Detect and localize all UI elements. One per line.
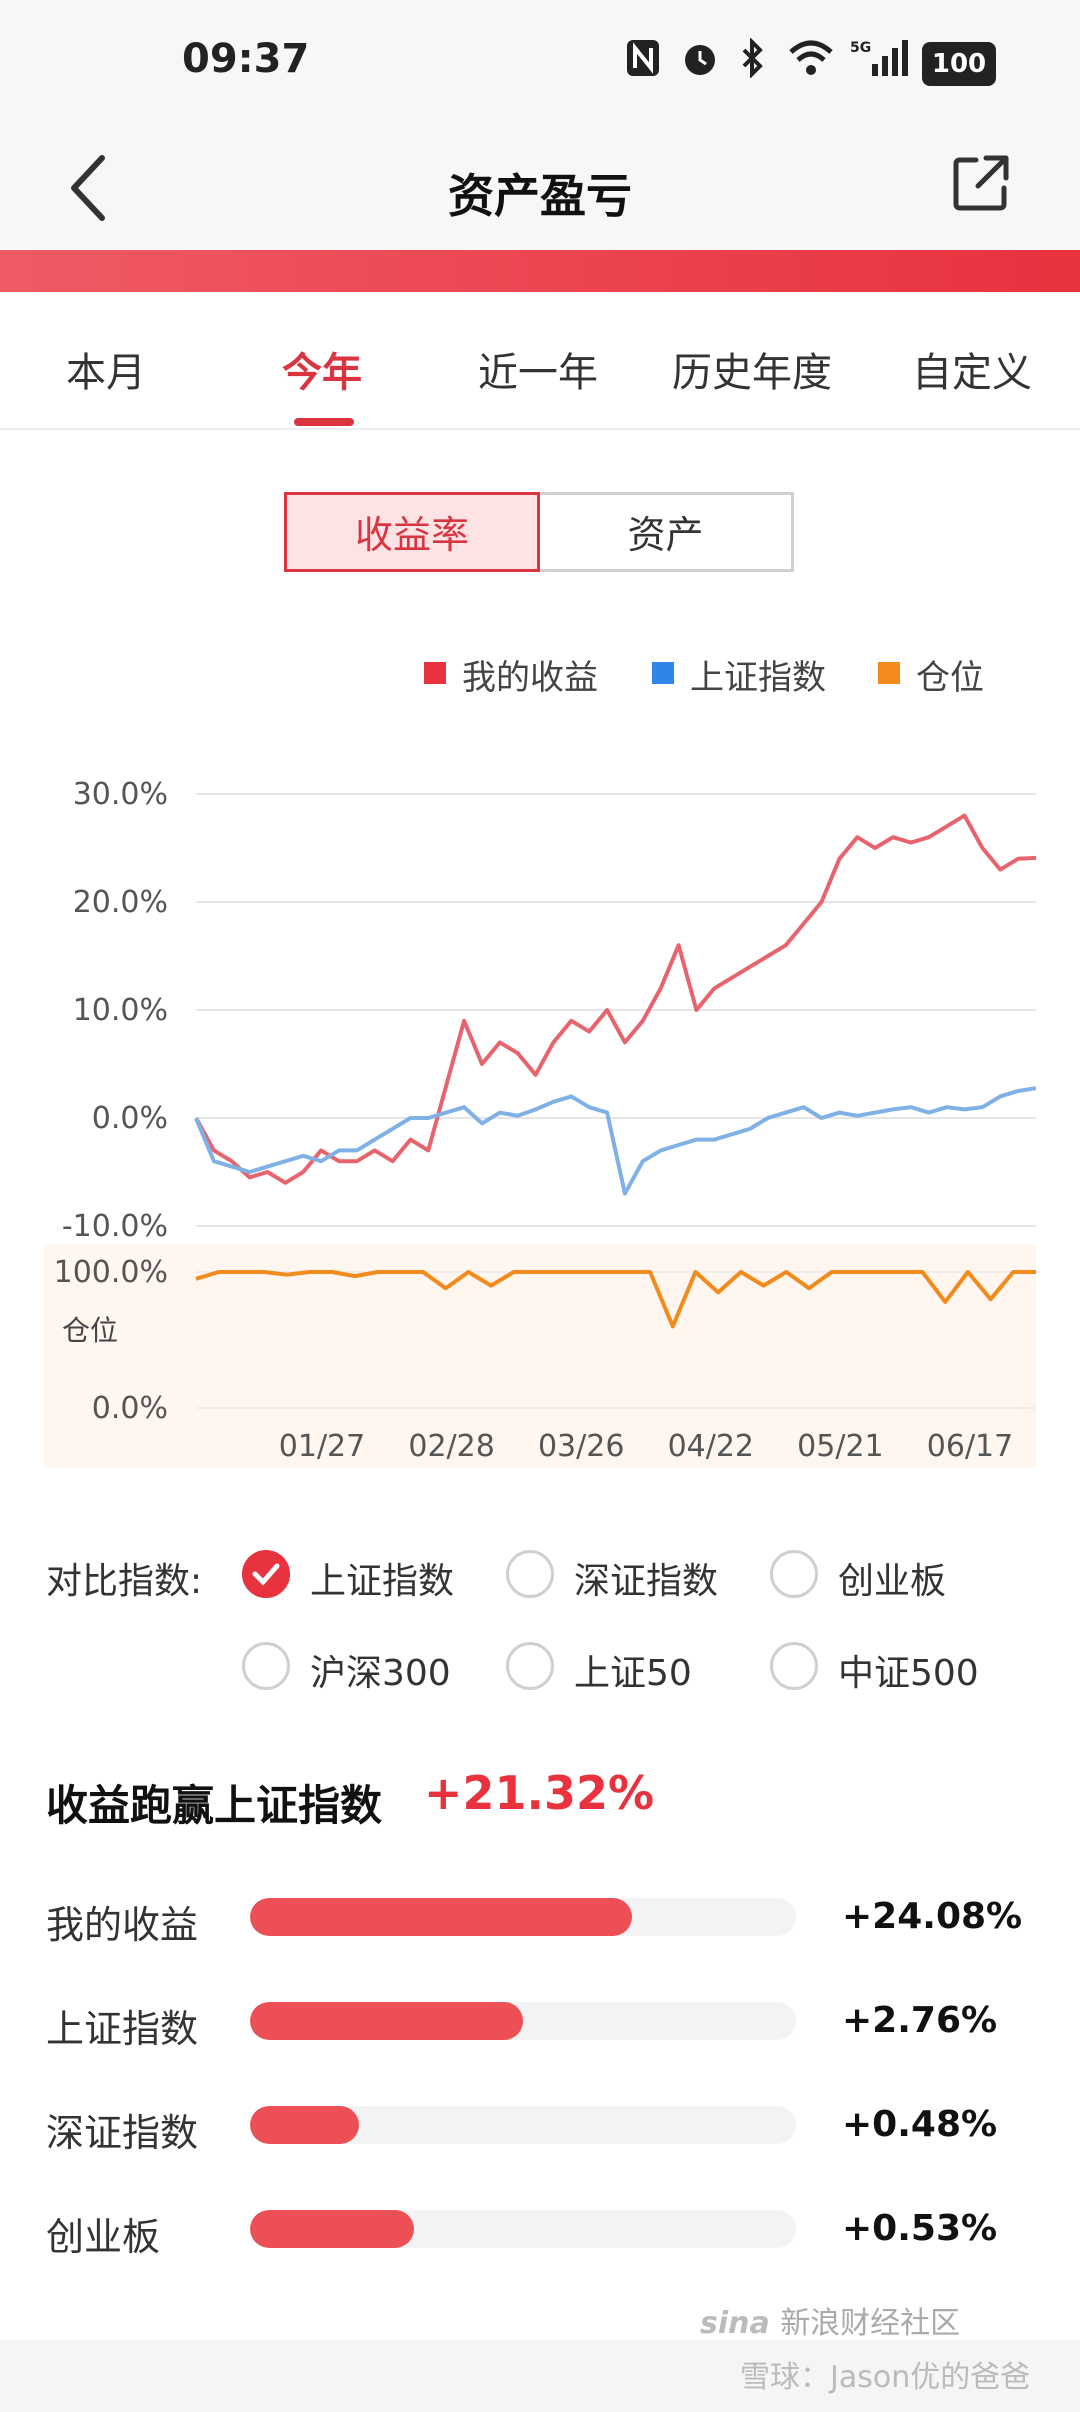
outperform-title: 收益跑赢上证指数 bbox=[46, 1781, 383, 1830]
accent-banner bbox=[0, 250, 1080, 292]
legend-swatch-my-return bbox=[424, 662, 446, 684]
option-sz50-label[interactable]: 上证50 bbox=[574, 1653, 692, 1694]
y-tick-label: 0.0% bbox=[92, 1391, 168, 1426]
page-title: 资产盈亏 bbox=[448, 169, 632, 223]
back-arrow-icon[interactable] bbox=[60, 148, 120, 228]
check-icon bbox=[252, 1563, 280, 1586]
tab-active-indicator bbox=[294, 418, 354, 426]
row-sh-index-track bbox=[250, 2002, 796, 2040]
progress-bar-fill bbox=[250, 2106, 360, 2144]
y-tick-label: 30.0% bbox=[73, 777, 168, 812]
row-my-return-value: +24.08% bbox=[842, 1896, 1023, 1937]
position-line bbox=[195, 1270, 1036, 1329]
x-tick-label: 03/26 bbox=[538, 1429, 624, 1464]
y-tick-label: 20.0% bbox=[73, 885, 168, 920]
checkbox-sz-index[interactable] bbox=[506, 1550, 554, 1598]
row-chinext-label: 创业板 bbox=[46, 2215, 161, 2259]
progress-bar-fill bbox=[250, 1898, 633, 1936]
row-my-return-track bbox=[250, 1898, 796, 1936]
tab-this-month[interactable]: 本月 bbox=[66, 350, 146, 396]
watermark-sina: sina 新浪财经社区 bbox=[700, 2306, 961, 2341]
battery-icon: 100 bbox=[922, 42, 996, 86]
legend-swatch-position bbox=[878, 662, 900, 684]
alarm-icon bbox=[680, 38, 720, 87]
wifi-icon bbox=[788, 38, 834, 87]
x-tick-label: 04/22 bbox=[668, 1429, 754, 1464]
nfc-icon bbox=[625, 38, 661, 87]
compare-label: 对比指数: bbox=[46, 1561, 203, 1602]
y-tick-label: 0.0% bbox=[92, 1101, 168, 1136]
x-tick-label: 02/28 bbox=[408, 1429, 494, 1464]
legend-my-return: 我的收益 bbox=[462, 658, 598, 698]
tab-history-years[interactable]: 历史年度 bbox=[672, 350, 832, 396]
row-chinext-track bbox=[250, 2210, 796, 2248]
x-tick-label: 05/21 bbox=[797, 1429, 883, 1464]
progress-bar-fill bbox=[250, 2210, 414, 2248]
x-tick-label: 06/17 bbox=[927, 1429, 1013, 1464]
progress-bar-fill bbox=[250, 2002, 523, 2040]
row-sh-index-label: 上证指数 bbox=[46, 2007, 199, 2051]
svg-text:5G: 5G bbox=[850, 40, 871, 56]
position-axis-label: 仓位 bbox=[62, 1314, 118, 1347]
nav-bar bbox=[0, 120, 1080, 250]
y-tick-label: -10.0% bbox=[62, 1209, 168, 1244]
share-icon[interactable] bbox=[950, 152, 1012, 214]
row-sh-index-value: +2.76% bbox=[842, 2000, 998, 2041]
segment-return-rate[interactable]: 收益率 bbox=[284, 492, 540, 572]
period-tabs bbox=[0, 292, 1080, 430]
row-chinext-value: +0.53% bbox=[842, 2208, 998, 2249]
row-sz-index-value: +0.48% bbox=[842, 2104, 998, 2145]
status-time: 09:37 bbox=[182, 36, 310, 82]
checkbox-zz500[interactable] bbox=[770, 1642, 818, 1690]
option-hs300-label[interactable]: 沪深300 bbox=[310, 1653, 451, 1694]
bluetooth-icon bbox=[738, 37, 768, 87]
legend-position: 仓位 bbox=[916, 658, 984, 698]
tab-this-year[interactable]: 今年 bbox=[282, 350, 362, 396]
series-line-0 bbox=[194, 813, 1037, 1185]
tab-last-year[interactable]: 近一年 bbox=[478, 350, 598, 396]
signal-5g-icon: 5G bbox=[850, 38, 910, 87]
checkbox-sh-index[interactable] bbox=[242, 1550, 290, 1598]
y-tick-label: 100.0% bbox=[54, 1255, 168, 1290]
sina-logo-icon: sina bbox=[700, 2306, 781, 2341]
tab-custom[interactable]: 自定义 bbox=[912, 350, 1032, 396]
outperform-value: +21.32% bbox=[424, 1766, 655, 1820]
option-sz-index-label[interactable]: 深证指数 bbox=[574, 1561, 719, 1602]
position-panel-bg bbox=[44, 1244, 1036, 1468]
checkbox-sz50[interactable] bbox=[506, 1642, 554, 1690]
watermark-xueqiu: 雪球：Jason优的爸爸 bbox=[740, 2360, 1031, 2395]
bottom-strip bbox=[0, 2340, 1080, 2412]
legend-sh-index: 上证指数 bbox=[690, 658, 826, 698]
y-tick-label: 10.0% bbox=[73, 993, 168, 1028]
segment-assets[interactable]: 资产 bbox=[540, 492, 794, 572]
status-bar bbox=[0, 0, 1080, 120]
checkbox-hs300[interactable] bbox=[242, 1642, 290, 1690]
series-line-1 bbox=[194, 1086, 1037, 1196]
row-my-return-label: 我的收益 bbox=[46, 1903, 199, 1947]
option-zz500-label[interactable]: 中证500 bbox=[838, 1653, 979, 1694]
x-tick-label: 01/27 bbox=[279, 1429, 365, 1464]
row-sz-index-label: 深证指数 bbox=[46, 2111, 199, 2155]
legend-swatch-sh-index bbox=[652, 662, 674, 684]
checkbox-chinext[interactable] bbox=[770, 1550, 818, 1598]
option-sh-index-label[interactable]: 上证指数 bbox=[310, 1561, 455, 1602]
row-sz-index-track bbox=[250, 2106, 796, 2144]
option-chinext-label[interactable]: 创业板 bbox=[838, 1561, 947, 1602]
returns-chart[interactable]: 30.0% 20.0% 10.0% 0.0% -10.0% 100.0% 0.0% 01/2… bbox=[0, 740, 1080, 1480]
